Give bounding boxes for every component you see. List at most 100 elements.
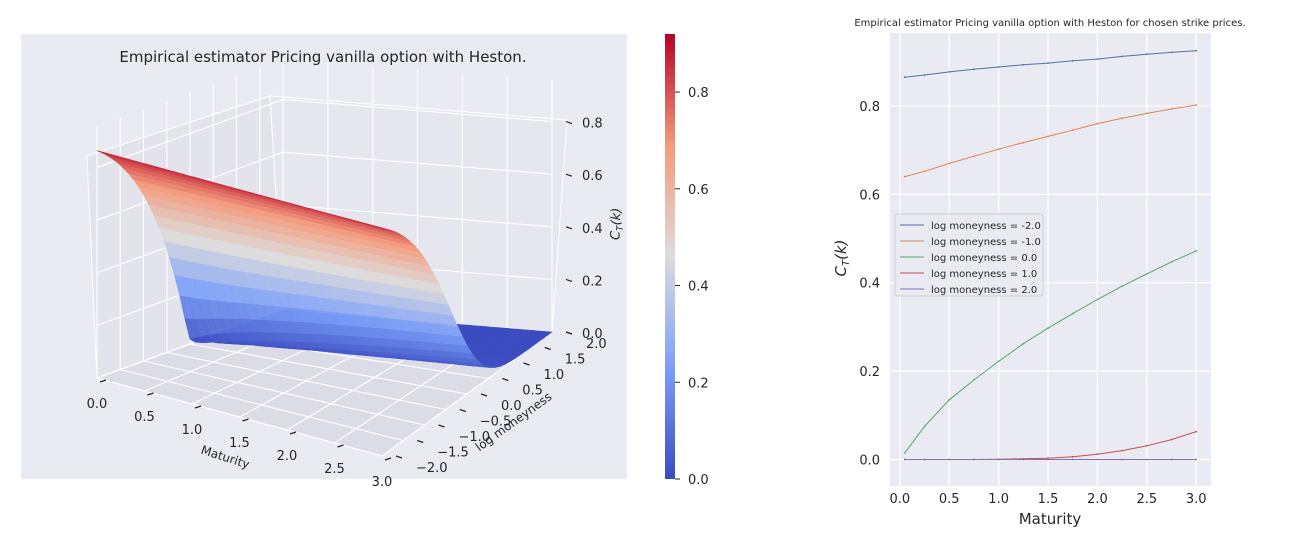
height-gridline — [96, 99, 553, 169]
legend-label: log moneyness = -1.0 — [931, 237, 1041, 248]
y-tick-label: 0.0 — [859, 453, 880, 468]
surface-x-tick — [289, 431, 297, 435]
surface-x-tick — [337, 444, 344, 448]
series-point-1 — [1096, 122, 1099, 125]
series-point-4 — [903, 458, 906, 461]
series-point-3 — [1195, 430, 1198, 433]
surface-z-axis-label: CT(k) — [608, 208, 626, 241]
series-point-0 — [1022, 63, 1025, 66]
colorbar-tick-label: 0.6 — [688, 183, 709, 198]
surface-x-tick-label: 2.0 — [277, 449, 298, 464]
series-point-0 — [1170, 51, 1173, 54]
series-point-1 — [1071, 129, 1074, 132]
series-point-3 — [1071, 455, 1074, 458]
series-point-0 — [1047, 62, 1049, 64]
x-tick-label: 3.0 — [1186, 492, 1207, 507]
series-point-4 — [973, 458, 975, 461]
surface-x-tick — [242, 418, 249, 422]
line-chart-tick-labels: 0.0 0.5 1.0 1.5 2.0 2.5 3.0 0.0 0.2 0.4 0.6 0.8 — [859, 100, 1206, 507]
series-point-1 — [1022, 141, 1025, 144]
colorbar-tick-label: 0.8 — [688, 86, 709, 101]
surface-z-tick — [565, 120, 573, 125]
surface-x-tick-label: 1.0 — [182, 423, 203, 438]
series-point-4 — [1022, 458, 1025, 461]
series-point-4 — [1195, 458, 1198, 461]
series-point-2 — [1096, 298, 1099, 301]
series-point-0 — [948, 71, 951, 73]
surface-y-tick-label: 2.0 — [586, 337, 607, 352]
surface-z-tick — [565, 226, 573, 230]
series-point-1 — [923, 170, 926, 173]
series-point-1 — [1145, 112, 1148, 115]
colorbar-ticks: 0.0 0.2 0.4 0.6 0.8 — [675, 86, 709, 488]
x-tick-label: 2.5 — [1136, 492, 1157, 507]
line-chart-x-axis-label: Maturity — [1019, 510, 1082, 528]
x-tick-label: 1.0 — [988, 492, 1009, 507]
surface-y-tick-label: 0.0 — [501, 399, 522, 414]
series-point-4 — [1170, 458, 1173, 461]
colorbar-tick-label: 0.0 — [688, 473, 709, 488]
surface-x-tick — [147, 392, 154, 396]
series-point-0 — [1195, 49, 1198, 52]
series-point-2 — [1145, 273, 1148, 275]
series-point-4 — [1071, 458, 1074, 461]
surface-y-tick — [544, 346, 551, 351]
surface-y-tick — [502, 377, 509, 382]
legend-items: log moneyness = -2.0 log moneyness = -1.0… — [900, 221, 1041, 296]
floor-gridline — [189, 343, 468, 395]
series-point-2 — [997, 360, 1000, 363]
legend: log moneyness = -2.0 log moneyness = -1.0… — [894, 213, 1044, 297]
surface-y-tick-label: −1.0 — [459, 430, 491, 445]
surface-y-tick — [523, 362, 530, 366]
legend-label: log moneyness = -2.0 — [931, 221, 1041, 232]
line-chart-series — [903, 49, 1198, 461]
legend-label: log moneyness = 2.0 — [931, 285, 1037, 296]
surface-y-tick-label: 1.0 — [544, 368, 565, 383]
floor-gridline — [166, 351, 446, 411]
x-tick-label: 0.0 — [890, 492, 911, 507]
series-point-0 — [1071, 59, 1074, 62]
surface-z-tick-label: 0.0 — [582, 327, 603, 342]
surface-y-tick-label: 1.5 — [565, 353, 586, 368]
surface-x-tick — [99, 379, 107, 383]
surface-y-tick — [480, 393, 488, 397]
surface-y-tick-label: −2.0 — [416, 461, 448, 476]
surface-z-tick — [565, 173, 573, 177]
x-tick-label: 0.5 — [939, 492, 960, 507]
colorbar-tick-label: 0.4 — [688, 280, 709, 295]
series-point-4 — [1096, 458, 1099, 461]
series-point-4 — [997, 458, 1000, 461]
surface-y-tick-label: −0.5 — [480, 415, 512, 430]
series-point-2 — [923, 425, 926, 428]
surface-mesh — [96, 150, 553, 368]
series-point-3 — [1170, 438, 1173, 441]
series-point-2 — [1022, 342, 1025, 345]
surface-y-tick — [438, 424, 445, 428]
surface-y-tick — [395, 455, 403, 459]
surface-x-tick-label: 1.5 — [229, 436, 250, 451]
surface-z-tick-label: 0.6 — [582, 169, 603, 184]
series-point-1 — [1170, 108, 1173, 110]
colorbar-gradient — [665, 34, 675, 479]
surface-x-tick — [194, 405, 202, 409]
surface-z-tick-label: 0.8 — [582, 117, 603, 132]
floor-gridline — [143, 360, 425, 426]
series-point-1 — [1047, 135, 1049, 138]
series-point-0 — [1121, 55, 1123, 58]
surface-tick-labels: 0.00.51.01.52.02.53.0−2.0−1.5−1.0−0.50.0… — [87, 117, 607, 490]
series-point-2 — [973, 379, 975, 381]
series-point-2 — [1047, 327, 1049, 330]
floor-gridline — [120, 368, 404, 442]
surface-x-tick-label: 0.0 — [87, 397, 108, 412]
surface-z-tick — [565, 278, 573, 282]
series-point-4 — [1145, 458, 1148, 461]
surface-y-tick-label: 0.5 — [522, 384, 543, 399]
series-point-1 — [1121, 117, 1123, 120]
series-point-0 — [923, 74, 926, 76]
y-tick-label: 0.6 — [859, 188, 880, 203]
series-point-2 — [903, 452, 906, 454]
series-point-4 — [948, 458, 951, 461]
series-point-2 — [1071, 312, 1074, 315]
surface-title: Empirical estimator Pricing vanilla opti… — [119, 48, 526, 66]
